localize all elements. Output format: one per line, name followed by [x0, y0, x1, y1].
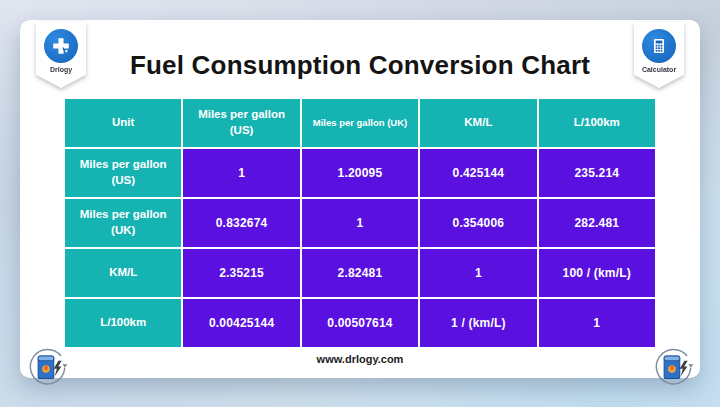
row-header-mpg-uk: Miles per gallon (UK): [64, 198, 182, 248]
table-cell: 2.35215: [182, 248, 300, 298]
website-url: www.drlogy.com: [20, 353, 700, 365]
fuel-barrel-recycle-bolt-icon: [22, 342, 72, 392]
table-cell: 1: [182, 148, 300, 198]
ribbon-shape: Drlogy: [36, 22, 86, 88]
table-cell: 0.425144: [419, 148, 537, 198]
column-header-l100km: L/100km: [538, 98, 656, 148]
drlogy-medical-cross-icon: [44, 29, 78, 63]
table-cell: 1: [538, 298, 656, 348]
column-header-kml: KM/L: [419, 98, 537, 148]
table-row: KM/L 2.35215 2.82481 1 100 / (km/L): [64, 248, 656, 298]
row-header-kml: KM/L: [64, 248, 182, 298]
table-row: L/100km 0.00425144 0.00507614 1 / (km/L)…: [64, 298, 656, 348]
calculator-badge-label: Calculator: [642, 66, 676, 73]
conversion-table: Unit Miles per gallon (US) Miles per gal…: [63, 97, 657, 349]
chart-card: Drlogy Fuel Consumption Conversion Chart: [20, 20, 700, 378]
table-cell: 100 / (km/L): [538, 248, 656, 298]
fuel-barrel-recycle-bolt-icon: [648, 342, 698, 392]
table-row: Miles per gallon (US) 1 1.20095 0.425144…: [64, 148, 656, 198]
column-header-mpg-us: Miles per gallon (US): [182, 98, 300, 148]
table-cell: 235.214: [538, 148, 656, 198]
page-title: Fuel Consumption Conversion Chart: [110, 50, 610, 81]
row-header-mpg-us: Miles per gallon (US): [64, 148, 182, 198]
calculator-badge: Calculator: [634, 22, 684, 88]
drlogy-badge: Drlogy: [36, 22, 86, 88]
table-cell: 282.481: [538, 198, 656, 248]
drlogy-badge-label: Drlogy: [50, 66, 72, 73]
calculator-icon: [642, 29, 676, 63]
table-cell: 1: [419, 248, 537, 298]
table-cell: 2.82481: [301, 248, 419, 298]
row-header-l100km: L/100km: [64, 298, 182, 348]
column-header-mpg-uk: Miles per gallon (UK): [301, 98, 419, 148]
column-header-unit: Unit: [64, 98, 182, 148]
table-cell: 1: [301, 198, 419, 248]
table-cell: 0.00507614: [301, 298, 419, 348]
table-cell: 1 / (km/L): [419, 298, 537, 348]
table-cell: 0.832674: [182, 198, 300, 248]
table-row: Miles per gallon (UK) 0.832674 1 0.35400…: [64, 198, 656, 248]
ribbon-shape: Calculator: [634, 22, 684, 88]
table-cell: 1.20095: [301, 148, 419, 198]
header-row: Unit Miles per gallon (US) Miles per gal…: [64, 98, 656, 148]
table-cell: 0.354006: [419, 198, 537, 248]
table-cell: 0.00425144: [182, 298, 300, 348]
